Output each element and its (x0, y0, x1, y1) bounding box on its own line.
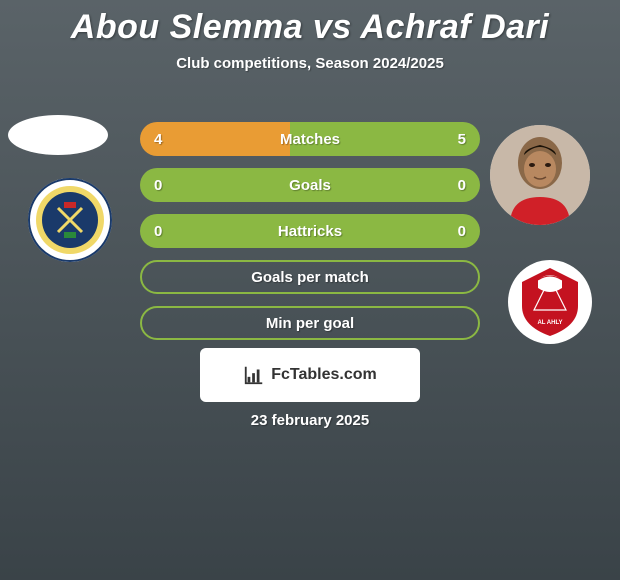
stat-value-left: 0 (154, 177, 162, 194)
stat-value-right: 0 (458, 177, 466, 194)
club-crest-icon (28, 178, 112, 262)
stat-row: 0 Goals 0 (140, 168, 480, 202)
club-left-badge (28, 178, 112, 262)
chart-icon (243, 364, 265, 386)
stat-label: Goals per match (251, 269, 369, 286)
date-label: 23 february 2025 (0, 412, 620, 429)
stat-value-left: 0 (154, 223, 162, 240)
stat-row: 4 Matches 5 (140, 122, 480, 156)
club-right-badge: AL AHLY (508, 260, 592, 344)
page-title: Abou Slemma vs Achraf Dari (0, 0, 620, 47)
svg-text:AL AHLY: AL AHLY (537, 320, 562, 326)
stats-bars: 4 Matches 5 0 Goals 0 0 Hattricks 0 Goals per mat… (140, 122, 480, 352)
stat-value-right: 5 (458, 131, 466, 148)
stat-value-left: 4 (154, 131, 162, 148)
stat-row: 0 Hattricks 0 (140, 214, 480, 248)
brand-text: FcTables.com (271, 366, 377, 384)
stat-label: Matches (280, 131, 340, 148)
player-right-avatar (490, 125, 590, 225)
stat-label: Hattricks (278, 223, 342, 240)
club-crest-icon: AL AHLY (508, 260, 592, 344)
player-left-avatar (8, 115, 108, 155)
player-photo-icon (490, 125, 590, 225)
page-subtitle: Club competitions, Season 2024/2025 (0, 55, 620, 72)
stat-row: Goals per match (140, 260, 480, 294)
stat-value-right: 0 (458, 223, 466, 240)
stat-label: Min per goal (266, 315, 354, 332)
brand-box[interactable]: FcTables.com (200, 348, 420, 402)
stat-label: Goals (289, 177, 331, 194)
bar-fill-left (140, 122, 290, 156)
stat-row: Min per goal (140, 306, 480, 340)
